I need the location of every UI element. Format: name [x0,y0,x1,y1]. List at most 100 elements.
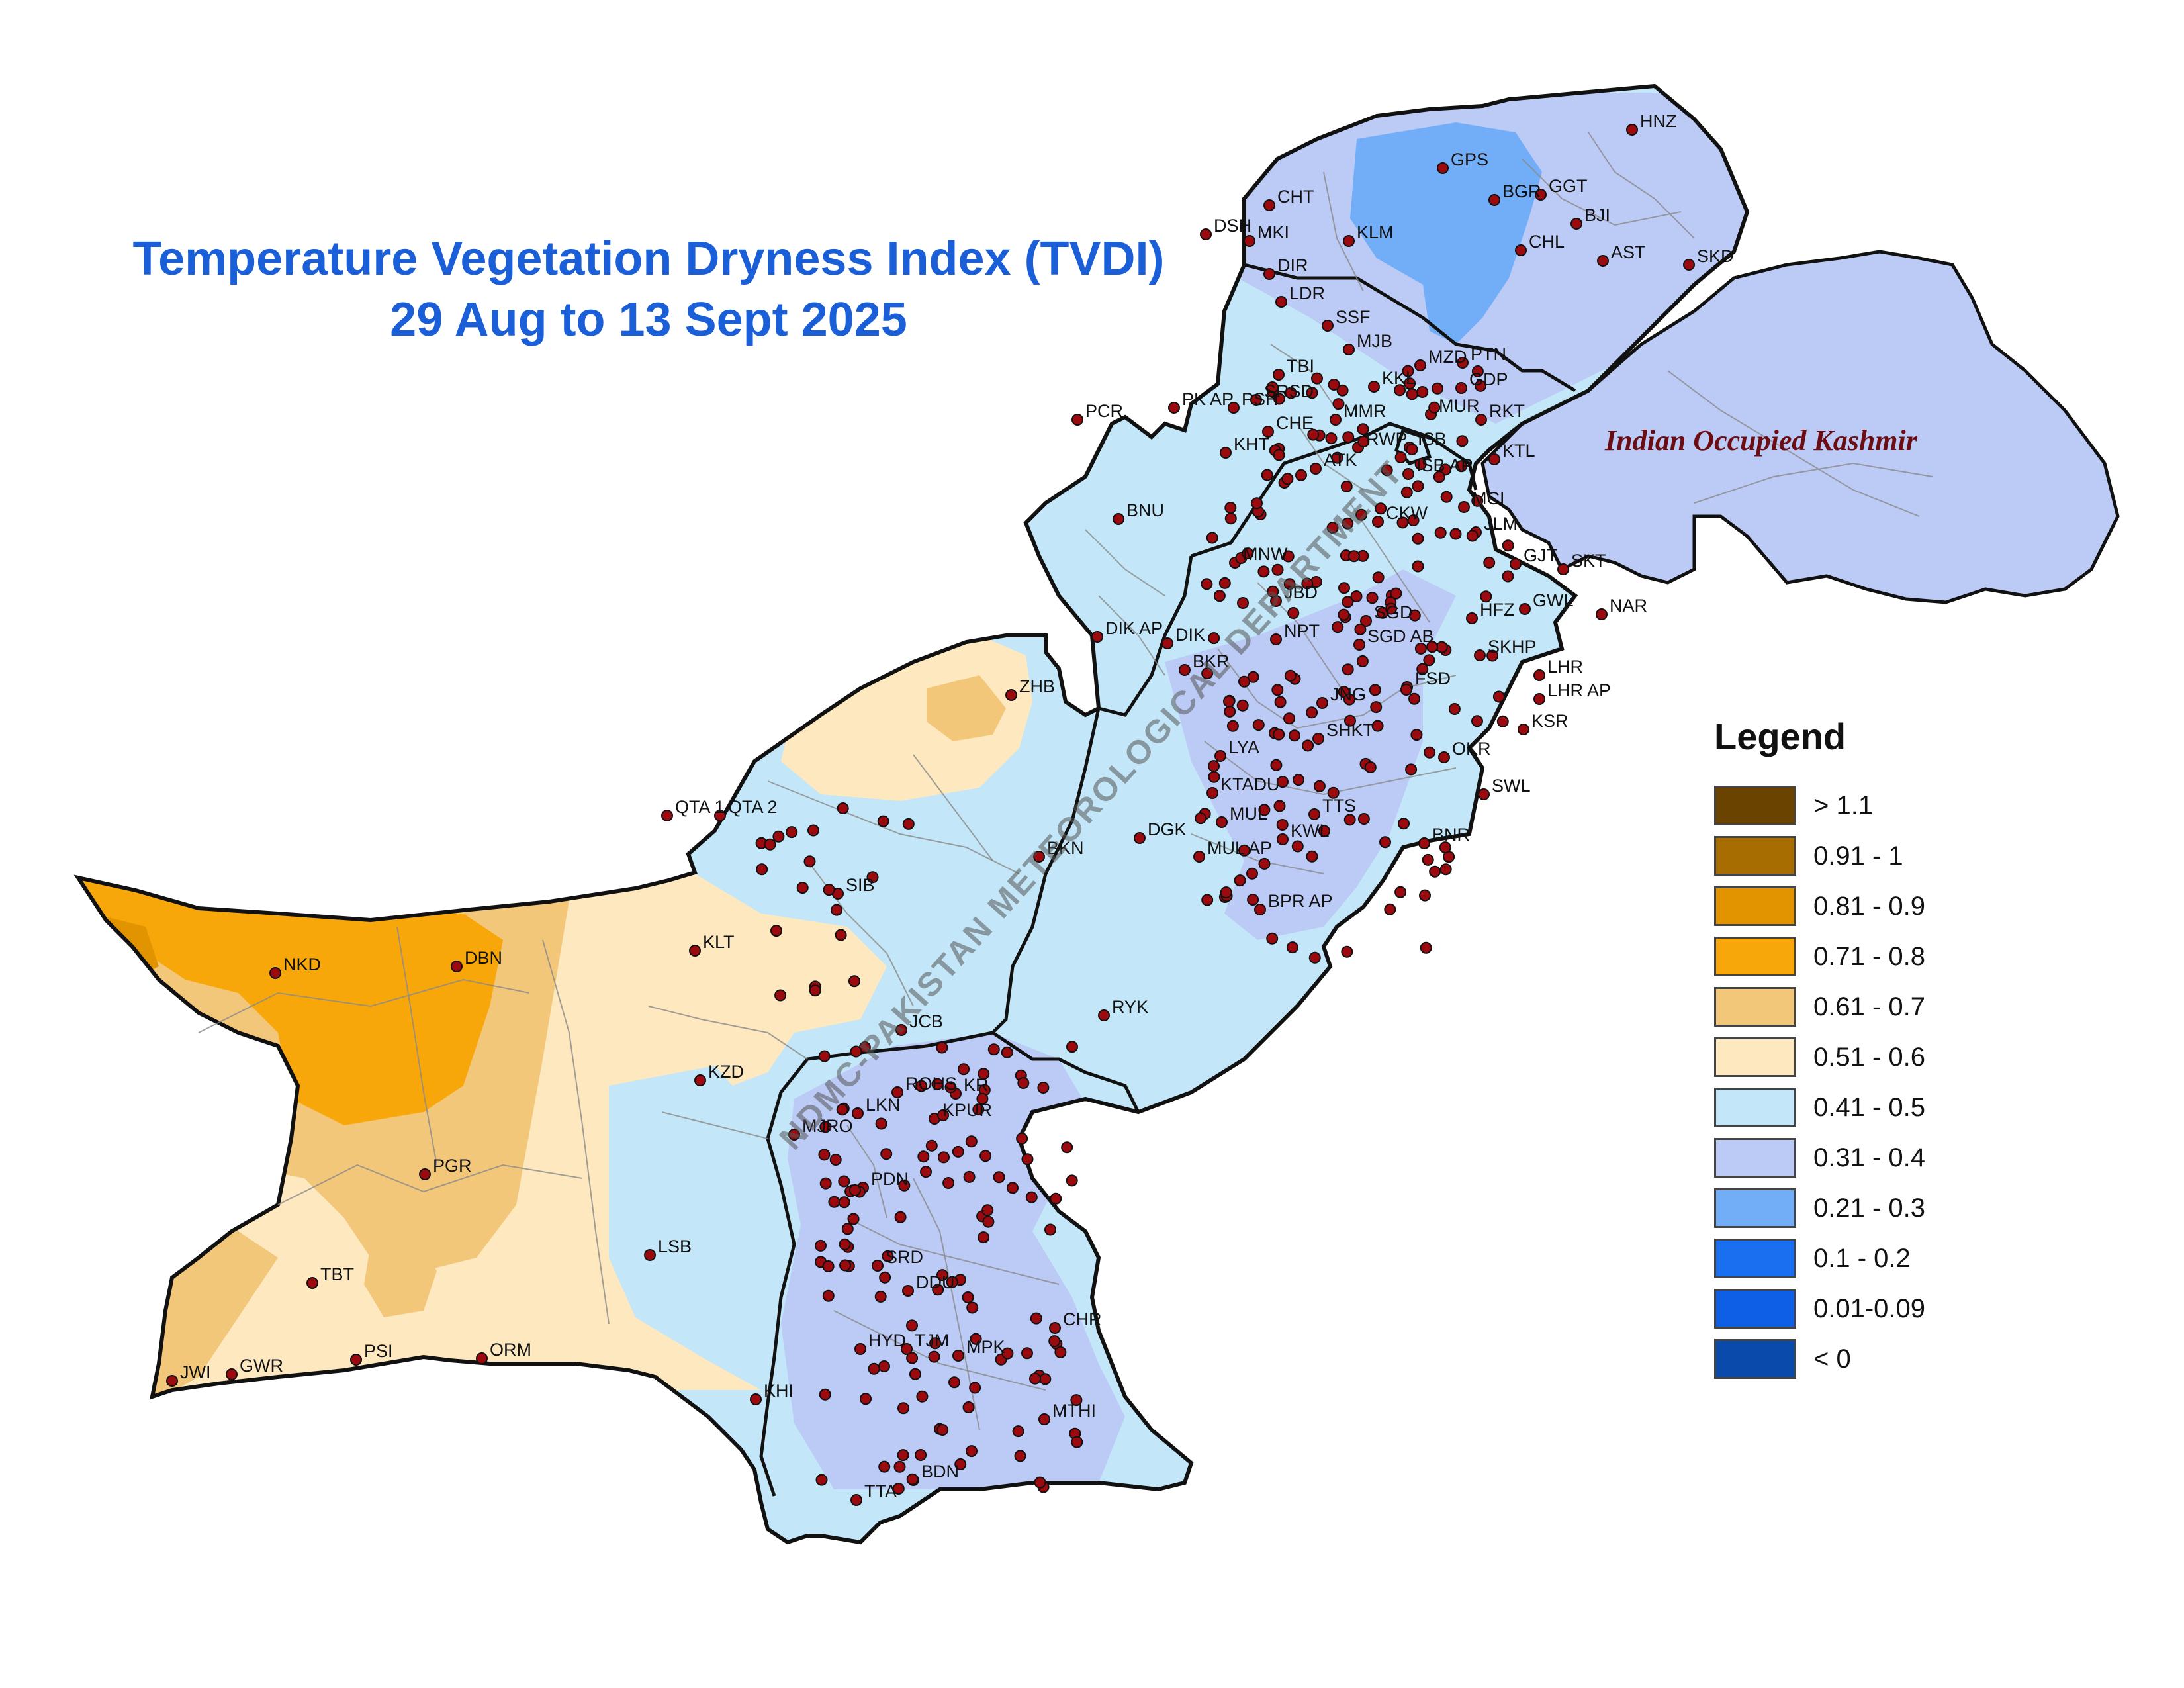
station-dot [1416,386,1429,398]
station-dot [1557,563,1569,575]
station-dot [1242,547,1254,560]
station-label: GWR [240,1356,283,1376]
station-dot [1366,592,1379,604]
station-dot [476,1352,488,1364]
station-dot [1488,453,1500,465]
legend-label: 0.01-0.09 [1813,1293,1926,1323]
station-dot [1254,904,1266,915]
station-dot [819,1121,832,1133]
station-dot [1070,1394,1083,1407]
station-dot [892,1483,905,1495]
station-dot [847,1213,860,1225]
station-label: GWL [1533,590,1574,610]
station-dot [1246,867,1258,880]
station-dot [1368,381,1380,393]
station-label: ATK [1324,450,1357,470]
station-dot [1025,1191,1038,1203]
station-label: PCR [1085,401,1123,421]
station-dot [1206,532,1218,544]
legend-item: 0.41 - 0.5 [1714,1082,1992,1133]
station-dot [1326,522,1339,534]
station-dot [1437,162,1449,174]
station-dot [1404,377,1416,390]
station-dot [1330,414,1342,426]
station-label: JLM [1484,514,1518,534]
station-label: JNG [1330,684,1366,704]
station-dot [838,1175,850,1188]
station-label: GPS [1451,150,1488,169]
station-dot [1179,664,1191,676]
station-dot [1535,189,1547,201]
station-dot [1218,577,1231,589]
station-dot [764,838,776,851]
station-dot [1287,607,1300,619]
station-dot [1277,776,1289,788]
station-dot [982,1215,995,1228]
station-dot [1466,530,1479,542]
station-dot [937,1109,950,1121]
station-label: PDN [871,1169,909,1189]
station-dot [1271,684,1284,696]
station-dot [878,1460,891,1473]
station-dot [1353,639,1365,651]
station-dot [1286,941,1298,954]
station-dot [1295,469,1307,481]
station-dot [1037,1082,1050,1094]
station-dot [1384,903,1396,915]
station-dot [1306,387,1318,399]
station-dot [1234,874,1246,887]
station-dot [965,1135,978,1148]
legend-swatch [1714,937,1796,976]
station-dot [1061,1141,1073,1154]
station-dot [1034,1476,1046,1489]
station-dot [770,925,782,937]
station-dot [966,1301,979,1314]
station-dot [1007,1182,1019,1194]
station-label: CHT [1277,187,1314,207]
station-dot [952,1145,964,1158]
station-dot [1091,631,1103,643]
station-label: SSF [1336,307,1371,327]
station-dot [1458,501,1470,513]
station-dot [1270,759,1283,771]
station-dot [872,1260,884,1272]
station-dot [1466,612,1478,624]
station-label: OKR [1452,739,1491,759]
station-dot [1312,733,1324,745]
station-dot [1301,577,1314,590]
station-dot [1277,833,1289,845]
station-dot [917,1150,930,1163]
station-label: CKW [1386,503,1428,523]
legend-label: 0.41 - 0.5 [1813,1092,1926,1122]
station-label: KLM [1357,222,1394,242]
station-label: MMR [1343,401,1386,421]
station-dot [1683,259,1695,271]
station-dot [1267,585,1279,598]
station-dot [1344,714,1356,727]
station-dot [1228,402,1240,414]
station-label: MNW [1243,544,1288,564]
station-dot [1488,194,1500,206]
legend-items: > 1.1 0.91 - 1 0.81 - 0.9 0.71 - 0.8 0.61 - … [1714,780,1992,1384]
station-dot [1284,669,1297,682]
station-dot [1354,623,1367,635]
station-dot [1432,382,1443,395]
station-label: JBD [1284,583,1318,602]
station-dot [828,1196,841,1208]
station-dot [1439,863,1452,876]
border-punjab-sindh [991,1031,1140,1113]
station-dot [1343,344,1355,355]
station-dot [1306,850,1318,863]
legend-label: 0.71 - 0.8 [1813,941,1926,971]
legend-title: Legend [1714,716,1846,757]
station-label: SKT [1571,551,1606,571]
station-dot [1342,596,1354,608]
station-label: DBN [465,948,502,968]
station-dot [1402,365,1414,377]
station-dot [1423,654,1435,667]
station-dot [772,830,785,843]
station-dot [1250,394,1262,406]
station-dot [1238,844,1250,857]
station-dot [1273,728,1285,741]
station-dot [902,818,915,830]
